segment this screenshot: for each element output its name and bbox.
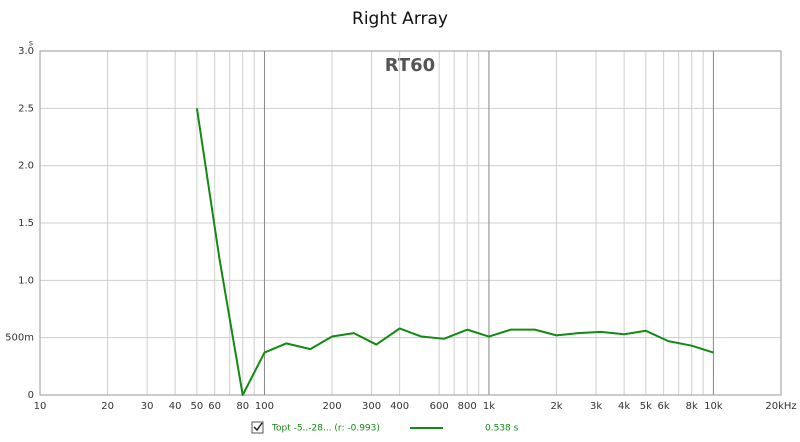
x-tick-label: 300 [362, 401, 381, 412]
x-tick-label: 10k [704, 401, 723, 412]
x-tick-label: 10 [34, 401, 47, 412]
y-tick-label: 500m [5, 333, 34, 344]
x-tick-label: 40 [169, 401, 182, 412]
y-unit: s [29, 39, 33, 48]
legend-value: 0.538 s [485, 424, 519, 434]
x-tick-label: 8k [686, 401, 698, 412]
x-tick-label: 100 [255, 401, 274, 412]
x-tick-label: 60 [208, 401, 221, 412]
x-tick-label: 200 [323, 401, 342, 412]
y-tick-label: 1.0 [18, 275, 34, 286]
data-line [195, 108, 714, 396]
x-tick-label: 4k [618, 401, 630, 412]
x-tick-label: 1k [483, 401, 495, 412]
x-tick-label: 50 [191, 401, 204, 412]
x-tick-label: 80 [236, 401, 249, 412]
y-tick-label: 0 [28, 390, 34, 401]
x-tick-label: 6k [658, 401, 670, 412]
y-tick-label: 2.5 [18, 103, 34, 114]
x-tick-label: 400 [390, 401, 409, 412]
x-tick-label: 600 [430, 401, 449, 412]
plot-frame [39, 50, 782, 396]
x-tick-label: 20kHz [765, 401, 796, 412]
x-tick-label: 30 [141, 401, 154, 412]
annotation: RT60 [385, 55, 435, 76]
y-tick-label: 3.0 [18, 46, 34, 57]
x-tick-label: 5k [640, 401, 652, 412]
x-tick-label: 800 [458, 401, 477, 412]
chart-title: Right Array [352, 9, 448, 29]
x-tick-label: 20 [101, 401, 114, 412]
check-mark [253, 422, 263, 432]
legend-checkbox[interactable] [251, 421, 264, 434]
y-tick-label: 2.0 [18, 161, 34, 172]
legend-label: Topt -5..-28... (r: -0.993) [271, 424, 380, 434]
x-tick-label: 2k [550, 401, 562, 412]
x-tick-label: 3k [590, 401, 602, 412]
y-tick-label: 1.5 [18, 218, 34, 229]
